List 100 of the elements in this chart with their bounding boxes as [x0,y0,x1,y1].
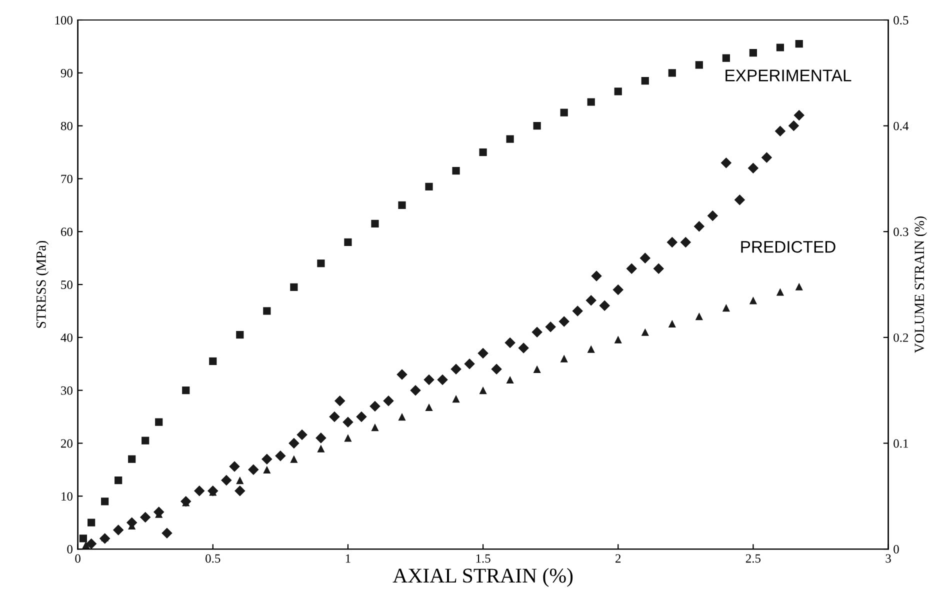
x-tick-label: 0.5 [206,554,220,563]
point [425,403,433,412]
point [464,358,475,370]
text: EXPERIMENTAL [726,70,852,82]
point [263,466,271,474]
point [262,454,272,464]
point [452,394,460,403]
point [398,412,406,421]
point [491,364,502,375]
point [776,288,784,296]
point [591,270,602,282]
point [383,396,394,406]
point [344,238,352,246]
point [506,135,514,143]
point [317,444,325,452]
point [748,162,759,174]
point [410,384,421,396]
point [795,40,803,48]
x-axis-title: AXIAL STRAIN (%) [392,568,573,587]
point [290,283,298,291]
point [707,210,718,222]
point [734,194,746,206]
point [572,306,583,316]
point [478,348,488,359]
x-tick-label: 3 [886,554,891,563]
point [155,418,163,426]
point [248,464,259,476]
point [587,98,595,106]
point [749,48,757,57]
point [794,110,804,121]
point [140,512,151,523]
point [182,386,190,394]
point [371,220,379,228]
x-tick-label: 1 [346,554,350,563]
x-tick-label: 0 [75,554,80,563]
text: PREDICTED [741,240,836,253]
x-tick-label: 1.5 [476,554,490,563]
y2-tick-label: 0.3 [894,228,908,236]
point [79,534,88,542]
point [290,455,298,463]
point [329,411,340,422]
point [112,524,124,536]
point [614,88,622,96]
point [641,77,649,85]
point [424,374,434,386]
point [88,518,96,526]
y2-tick-label: 0.5 [894,16,908,25]
y2-axis-title: VOLUME STRAIN (%) [914,216,927,354]
point [761,152,772,163]
point [749,296,757,304]
point [788,120,800,132]
point [142,436,150,444]
point [194,485,205,496]
point [776,44,784,52]
point [626,263,637,274]
point [452,166,460,175]
y-tick-label: 10 [62,492,72,501]
point [275,450,286,462]
point [296,429,308,440]
point [653,263,664,274]
point [560,354,568,362]
point [668,320,676,328]
point [479,386,487,394]
point [722,54,730,62]
point [695,312,703,320]
point [370,400,380,412]
point [720,157,732,168]
point [558,316,570,327]
point [396,369,408,380]
point [114,476,122,484]
y2-tick-label: 0.4 [894,122,909,130]
point [640,252,651,264]
x-tick-label: 2.5 [746,554,761,563]
point [437,374,448,386]
y-tick-label: 70 [61,174,72,184]
point [586,295,596,306]
point [101,498,109,506]
point [612,284,624,296]
point [722,304,730,312]
point [344,434,352,442]
point [371,424,379,432]
point [695,61,703,69]
point [506,376,514,384]
point [532,326,542,338]
point [162,528,172,539]
y-tick-label: 100 [55,16,72,24]
point [221,474,232,486]
point [694,220,705,232]
y-tick-label: 40 [60,333,72,342]
point [533,122,541,130]
y-axis-title: STRESS (MPa) [36,240,49,328]
point [450,364,462,375]
point [774,126,786,136]
point [560,108,568,116]
point [614,336,622,344]
point [236,330,244,339]
point [263,307,271,315]
point [234,485,246,496]
point [425,182,433,190]
point [316,432,326,444]
